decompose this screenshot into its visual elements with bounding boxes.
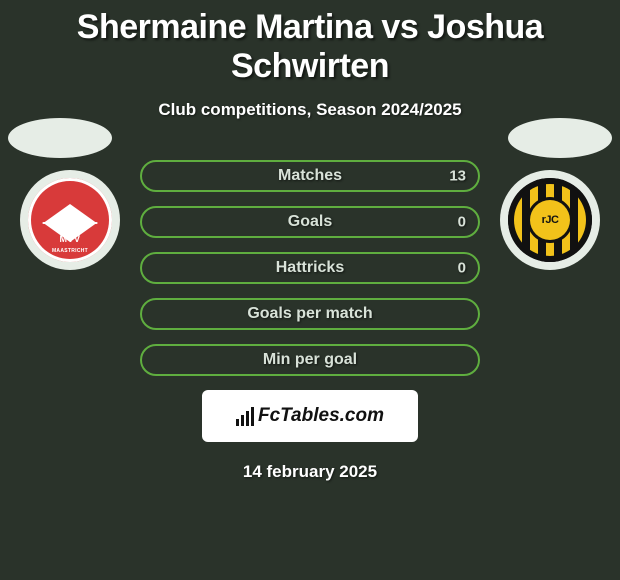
stat-label: Goals per match xyxy=(247,305,372,323)
stat-label: Hattricks xyxy=(276,259,344,277)
stat-label: Matches xyxy=(278,167,342,185)
attribution-text: FcTables.com xyxy=(258,405,384,427)
page-subtitle: Club competitions, Season 2024/2025 xyxy=(0,100,620,120)
stat-row-goals: Goals 0 xyxy=(140,206,480,238)
stat-right-value: 0 xyxy=(458,214,466,231)
star-icon xyxy=(42,204,98,224)
stat-rows: Matches 13 Goals 0 Hattricks 0 Goals per… xyxy=(140,160,480,376)
mvv-subtext: MAASTRICHT xyxy=(28,248,112,254)
mvv-text: MVV xyxy=(28,234,112,244)
player-right-ellipse xyxy=(508,118,612,158)
stat-row-hattricks: Hattricks 0 xyxy=(140,252,480,284)
player-left-ellipse xyxy=(8,118,112,158)
club-badge-right: rJC xyxy=(500,170,600,270)
stat-row-goals-per-match: Goals per match xyxy=(140,298,480,330)
bar-chart-icon xyxy=(236,406,254,426)
page-title: Shermaine Martina vs Joshua Schwirten xyxy=(0,0,620,86)
date-label: 14 february 2025 xyxy=(0,462,620,482)
stat-row-matches: Matches 13 xyxy=(140,160,480,192)
roda-center: rJC xyxy=(530,200,570,240)
club-badge-left: MVV MAASTRICHT xyxy=(20,170,120,270)
attribution-box: FcTables.com xyxy=(202,390,418,442)
stat-right-value: 0 xyxy=(458,260,466,277)
roda-crest: rJC xyxy=(508,178,592,262)
roda-text: rJC xyxy=(542,214,559,226)
stat-label: Goals xyxy=(288,213,332,231)
mvv-crest: MVV MAASTRICHT xyxy=(28,178,112,262)
stat-label: Min per goal xyxy=(263,351,357,369)
stat-row-min-per-goal: Min per goal xyxy=(140,344,480,376)
stat-right-value: 13 xyxy=(449,168,466,185)
